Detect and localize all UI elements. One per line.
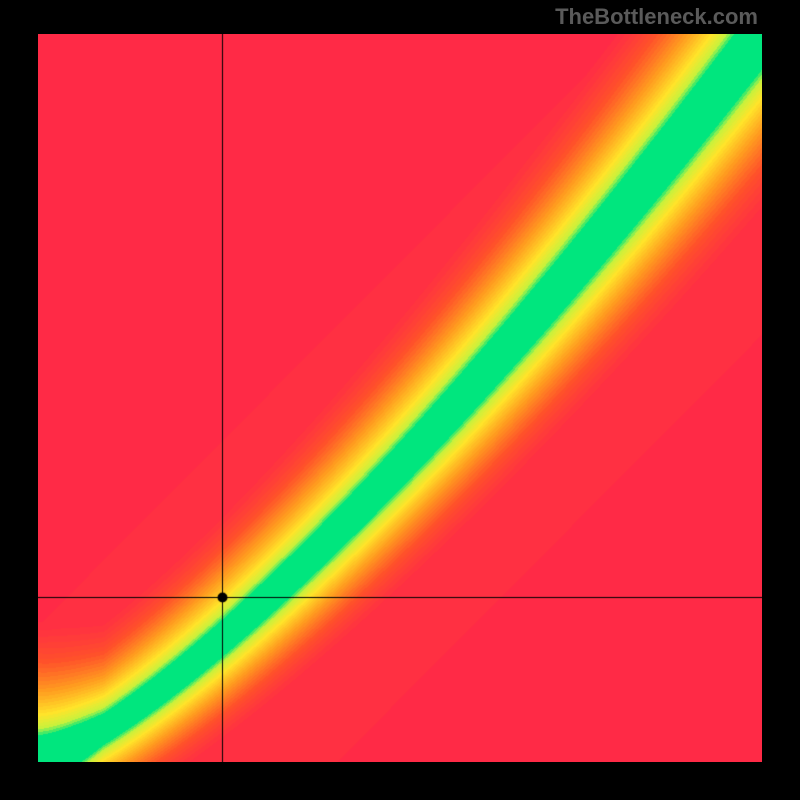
- heatmap-canvas: [38, 34, 762, 762]
- watermark-text: TheBottleneck.com: [555, 4, 758, 30]
- bottleneck-heatmap: [38, 34, 762, 762]
